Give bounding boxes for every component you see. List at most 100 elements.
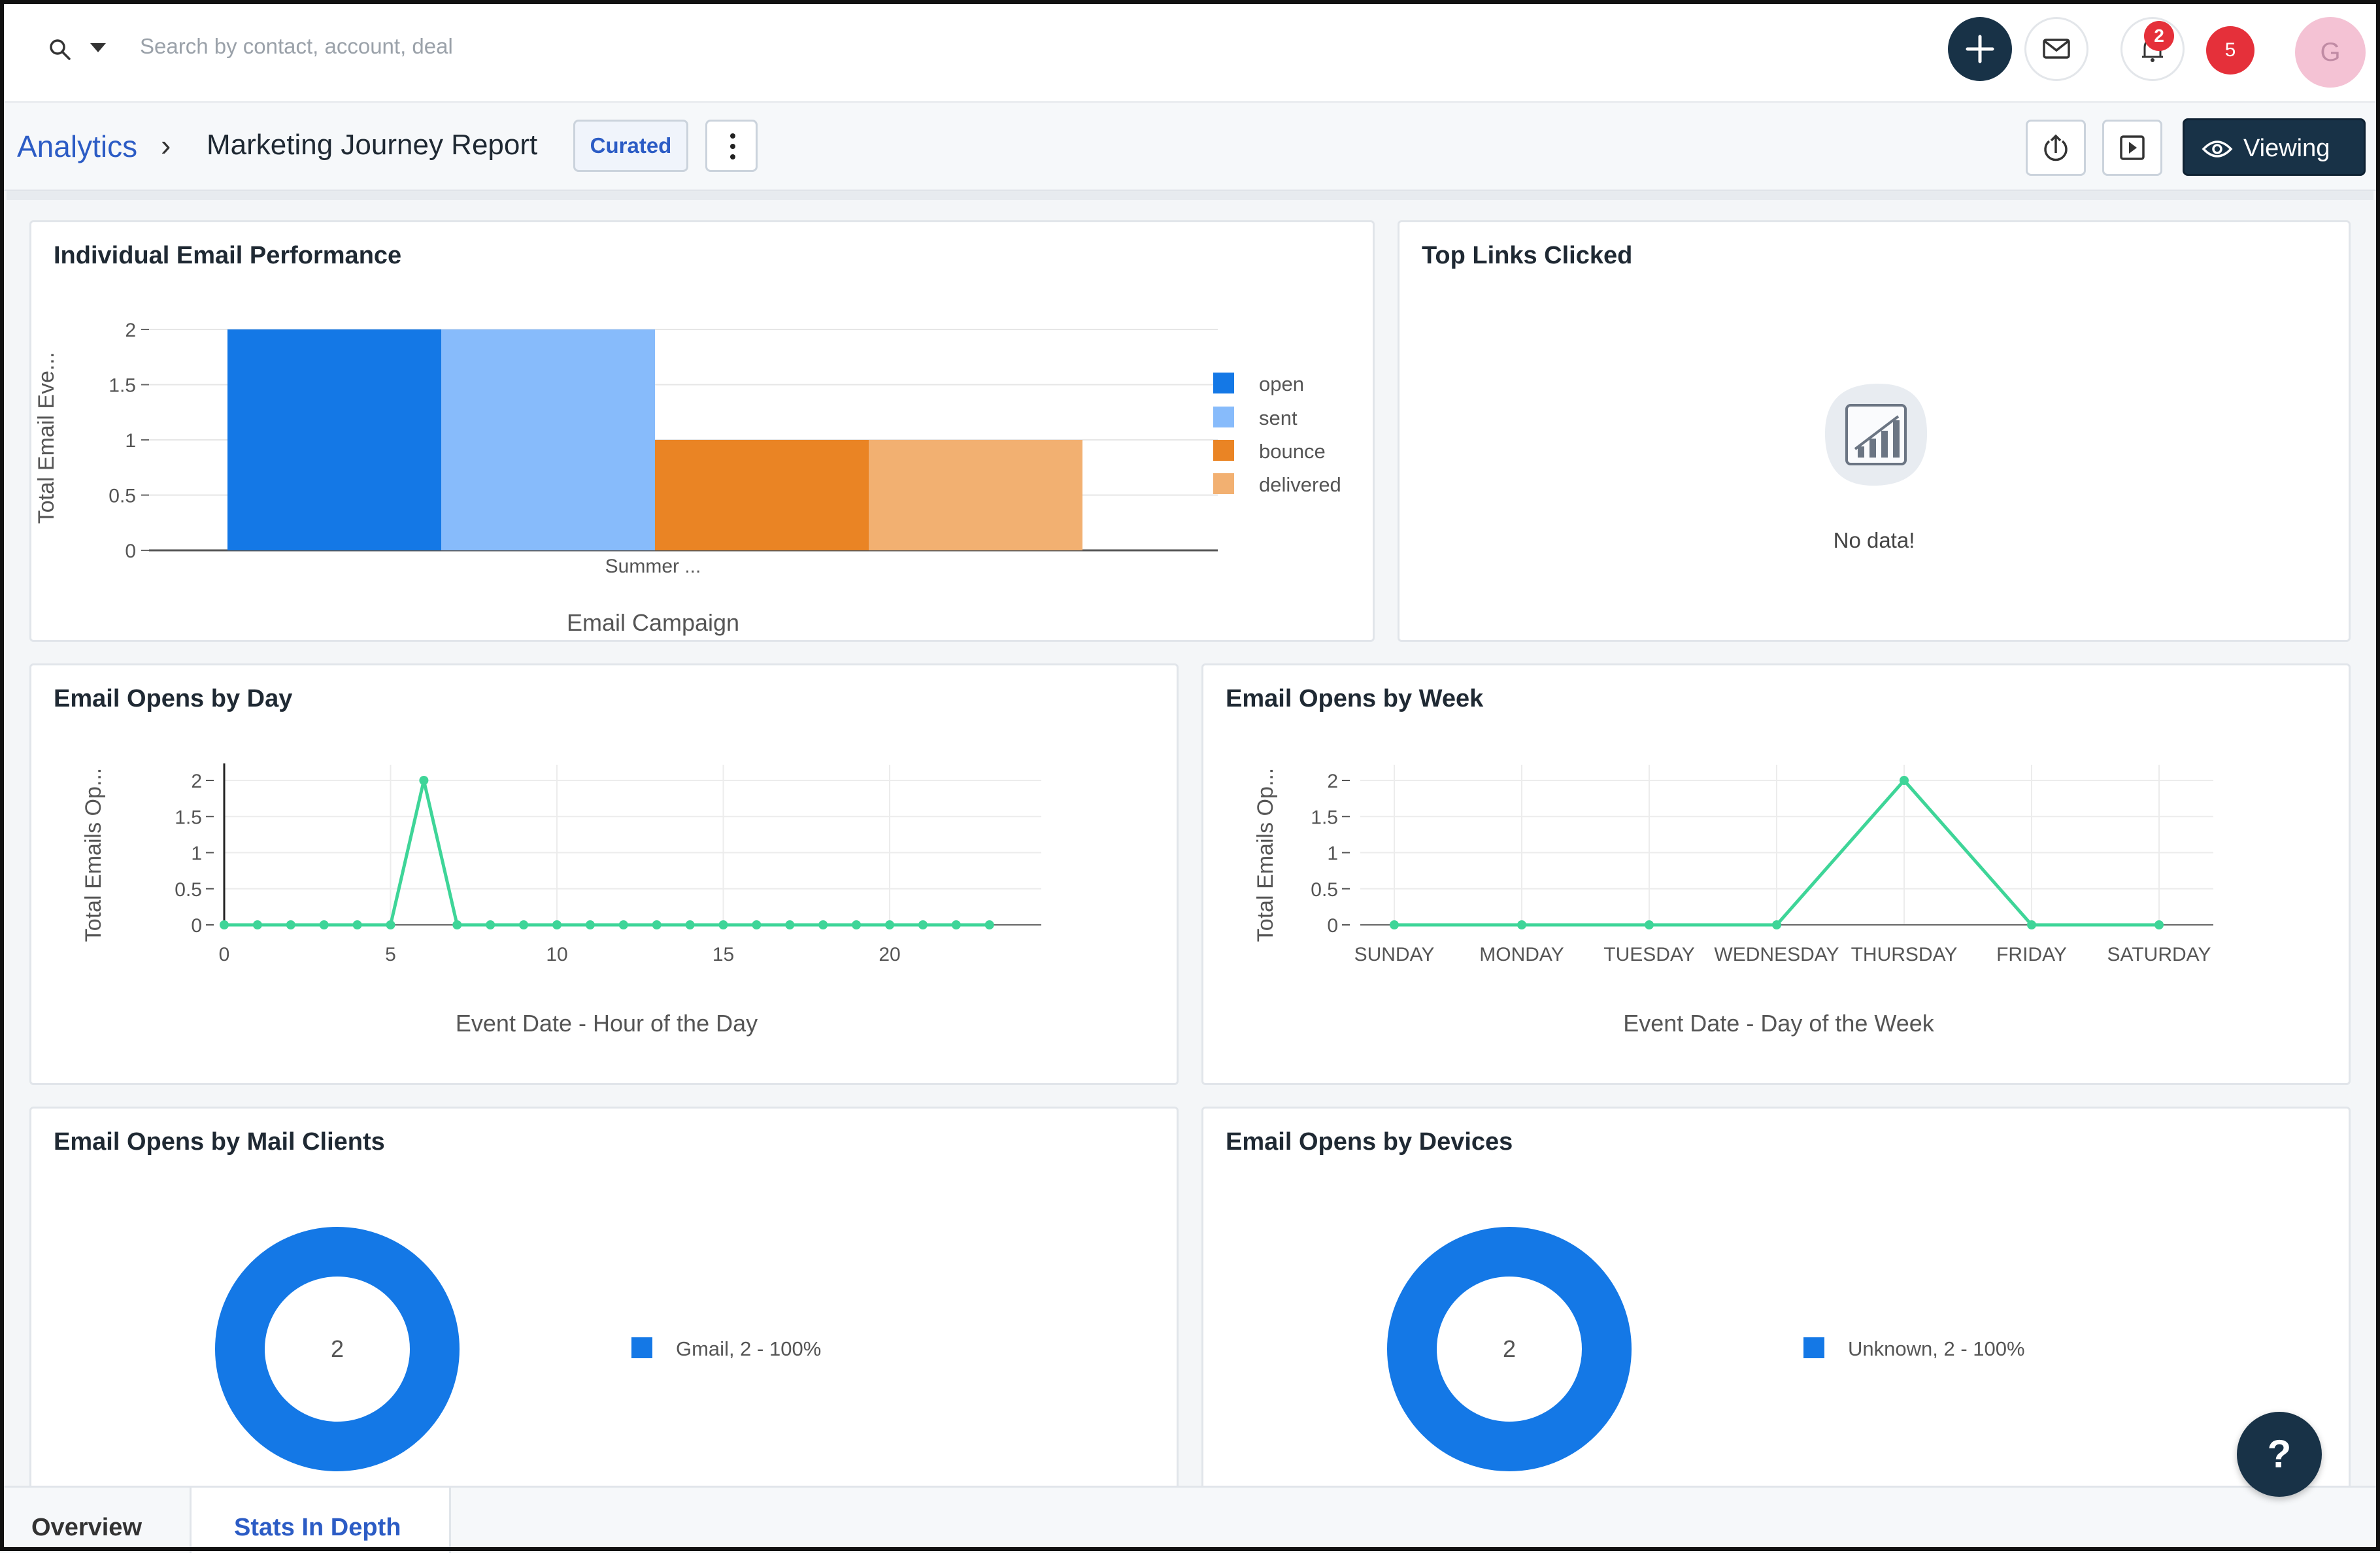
y-tick-label: 0.5	[1311, 879, 1338, 901]
play-icon	[2120, 135, 2145, 160]
data-point	[918, 920, 928, 929]
opens-by-day-line-chart: 00.511.520 5 10 15 20 Event Date - Hour of t…	[81, 763, 1041, 1037]
page-title: Marketing Journey Report	[207, 129, 538, 161]
data-point	[386, 920, 395, 929]
y-tick-label: 2	[191, 771, 202, 792]
devices-donut-chart: 2	[1387, 1227, 1632, 1471]
bar-open	[227, 329, 441, 550]
legend-swatch-gmail	[631, 1337, 652, 1358]
export-button[interactable]	[2026, 120, 2086, 176]
data-point	[885, 920, 894, 929]
x-tick-label: 0	[219, 944, 230, 965]
eye-icon	[2202, 141, 2233, 158]
y-tick-label: 1.5	[1311, 807, 1338, 828]
data-point	[319, 920, 329, 929]
data-point	[1390, 920, 1399, 929]
empty-chart-icon	[1824, 383, 1928, 486]
bar-delivered	[869, 440, 1082, 550]
alert-count-badge[interactable]: 5	[2206, 26, 2254, 75]
data-point	[818, 920, 828, 929]
data-point	[984, 920, 994, 929]
tab-stats-in-depth[interactable]: Stats In Depth	[190, 1488, 451, 1553]
y-tick-label: 0.5	[175, 879, 202, 901]
legend-swatch-sent	[1213, 407, 1234, 427]
bar-bounce	[655, 440, 869, 550]
x-tick-label: SUNDAY	[1354, 944, 1435, 965]
email-opens-by-devices-card: Email Opens by Devices 2 Unknown, 2 - 10…	[1201, 1107, 2351, 1512]
breadcrumb-analytics-link[interactable]: Analytics	[17, 129, 138, 163]
data-point	[1517, 920, 1526, 929]
email-performance-bar-chart: 0 0.5 1 1.5 2 Summer ... Email Campaign Tota…	[34, 320, 1218, 636]
legend-label-gmail: Gmail, 2 - 100%	[676, 1337, 822, 1360]
donut-slice-unknown	[1387, 1227, 1632, 1471]
card-title: Email Opens by Week	[1226, 685, 1484, 712]
y-tick-label: 1.5	[109, 375, 136, 397]
legend-label-unknown: Unknown, 2 - 100%	[1848, 1337, 2025, 1360]
viewing-label: Viewing	[2243, 135, 2330, 162]
kebab-dot	[730, 144, 735, 149]
legend-label-delivered: delivered	[1259, 473, 1341, 496]
mail-clients-donut-chart: 2	[215, 1227, 460, 1471]
top-links-clicked-card: Top Links Clicked No data!	[1398, 220, 2351, 642]
y-axis-label: Total Email Eve...	[34, 352, 59, 524]
y-tick-label: 1.5	[175, 807, 202, 828]
data-point	[419, 776, 429, 785]
add-button[interactable]	[1948, 17, 2012, 81]
data-point	[452, 920, 462, 929]
data-point	[220, 920, 229, 929]
legend-swatch-bounce	[1213, 440, 1234, 461]
card-title: Individual Email Performance	[54, 242, 402, 269]
curated-badge: Curated	[573, 120, 688, 172]
user-avatar[interactable]: G	[2295, 17, 2366, 88]
x-axis-label: Event Date - Hour of the Day	[456, 1010, 758, 1037]
legend-swatch-delivered	[1213, 473, 1234, 494]
help-button[interactable]: ?	[2237, 1412, 2322, 1497]
legend-swatch-unknown	[1803, 1337, 1824, 1358]
data-point	[1900, 776, 1909, 785]
tab-label: Overview	[31, 1514, 142, 1541]
data-point	[585, 920, 595, 929]
tab-label: Stats In Depth	[234, 1514, 401, 1541]
mail-button[interactable]	[2024, 17, 2088, 81]
data-point	[718, 920, 728, 929]
data-point	[852, 920, 862, 929]
opens-by-week-line-chart: 0 0.5 1 1.5 2 SUNDAY MONDAY TUESDAY WEDNESDAY THU…	[1253, 765, 2213, 1037]
email-opens-by-mail-clients-card: Email Opens by Mail Clients 2 Gmail, 2 -…	[29, 1107, 1179, 1512]
report-tabs: Overview Stats In Depth	[0, 1486, 2380, 1553]
card-title: Email Opens by Day	[54, 685, 293, 712]
donut-center-value: 2	[1503, 1335, 1516, 1362]
y-tick-label: 2	[1327, 771, 1338, 792]
search-scope-dropdown[interactable]	[90, 43, 106, 52]
donut-center-value: 2	[331, 1335, 344, 1362]
x-tick-label: MONDAY	[1479, 944, 1564, 965]
tab-overview[interactable]: Overview	[0, 1488, 190, 1553]
viewing-mode-button[interactable]: Viewing	[2183, 118, 2366, 176]
data-point	[519, 920, 529, 929]
legend-label-sent: sent	[1259, 407, 1298, 429]
data-point	[2027, 920, 2036, 929]
data-point	[685, 920, 695, 929]
x-tick-label: Summer ...	[605, 556, 701, 577]
data-point	[552, 920, 561, 929]
card-title: Email Opens by Devices	[1226, 1128, 1513, 1156]
more-options-button[interactable]	[705, 120, 758, 172]
email-opens-by-day-card: Email Opens by Day 0 0.5 1 1.5 2 0 5 10 15 20 Eve…	[29, 663, 1179, 1085]
x-tick-label: 15	[712, 944, 734, 965]
notification-count-badge: 2	[2144, 21, 2174, 51]
present-button[interactable]	[2102, 120, 2162, 176]
top-bar: 2 5 G	[0, 0, 2380, 103]
report-header: Analytics › Marketing Journey Report Cur…	[0, 103, 2380, 191]
data-point	[252, 920, 262, 929]
data-point	[1645, 920, 1654, 929]
x-tick-label: 5	[385, 944, 396, 965]
mail-icon	[2043, 39, 2070, 59]
y-axis-label: Total Emails Op...	[1253, 768, 1278, 942]
x-tick-label: TUESDAY	[1603, 944, 1694, 965]
search-icon[interactable]	[47, 37, 73, 63]
y-tick-label: 0	[1327, 915, 1338, 937]
y-tick-label: 0	[191, 915, 202, 937]
data-point	[1772, 920, 1781, 929]
individual-email-performance-card: Individual Email Performance 0 0.5 1 1.5 2 S…	[29, 220, 1375, 642]
search-input[interactable]	[139, 26, 926, 67]
x-tick-label: 20	[879, 944, 900, 965]
